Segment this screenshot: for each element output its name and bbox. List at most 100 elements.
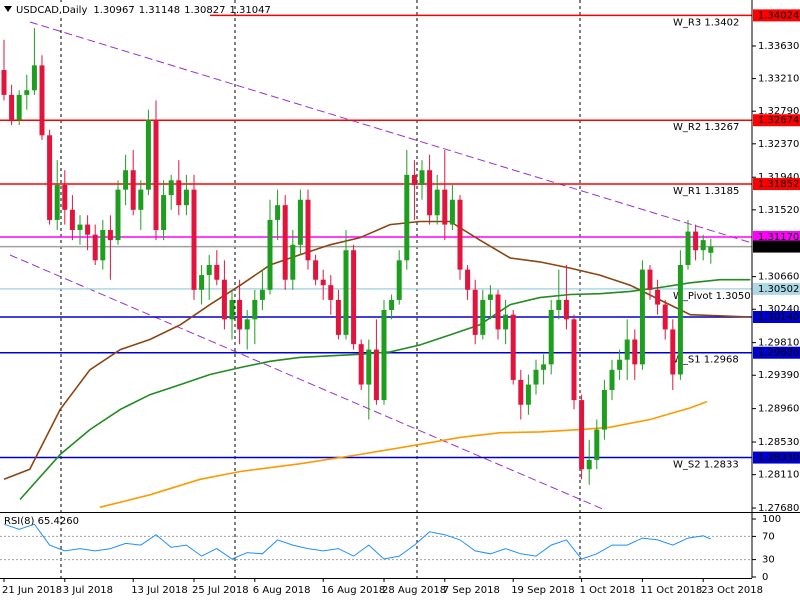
candle-body bbox=[404, 174, 410, 261]
x-tick-label: 19 Sep 2018 bbox=[511, 585, 574, 596]
candle-body bbox=[77, 224, 83, 231]
candle-body bbox=[571, 319, 577, 401]
header-close: 1.31047 bbox=[229, 5, 270, 16]
y-tick-label: 1.28960 bbox=[758, 404, 799, 415]
candle-body bbox=[351, 250, 357, 345]
candle-body bbox=[647, 269, 653, 290]
candle-body bbox=[168, 180, 174, 196]
price-box-label: 1.30140 bbox=[758, 312, 799, 323]
candle-body bbox=[153, 119, 159, 231]
y-tick-label: 1.32370 bbox=[758, 139, 799, 150]
candle-body bbox=[145, 119, 151, 190]
candle-body bbox=[305, 199, 311, 261]
candle-body bbox=[693, 231, 699, 251]
price-box bbox=[753, 240, 800, 253]
rsi-line bbox=[3, 523, 711, 560]
candle-body bbox=[632, 339, 638, 365]
price-box-label: 1.31047 bbox=[758, 242, 799, 253]
candle-body bbox=[434, 189, 440, 216]
price-box bbox=[753, 114, 800, 127]
candle-body bbox=[373, 349, 379, 401]
header-open: 1.30967 bbox=[93, 5, 134, 16]
y-tick-label: 1.27680 bbox=[758, 503, 799, 514]
level-note: W_R2 1.3267 bbox=[673, 122, 739, 133]
x-tick-label: 16 Aug 2018 bbox=[321, 585, 385, 596]
candle-body bbox=[1, 70, 7, 95]
candle-body bbox=[92, 234, 98, 261]
y-tick-label: 1.29390 bbox=[758, 370, 799, 381]
candle-body bbox=[9, 94, 15, 120]
y-tick-label: 1.31940 bbox=[758, 172, 799, 183]
candle-body bbox=[609, 369, 615, 390]
candle-body bbox=[366, 349, 372, 385]
level-note: W_Pivot 1.3050 bbox=[673, 291, 751, 302]
price-box-label: 1.29680 bbox=[758, 348, 799, 359]
y-tick-label: 1.28110 bbox=[758, 470, 799, 481]
candle-body bbox=[313, 260, 319, 280]
candle-body bbox=[541, 364, 547, 370]
candle-body bbox=[579, 400, 585, 470]
y-tick-label: 1.31520 bbox=[758, 205, 799, 216]
candle-body bbox=[85, 224, 91, 235]
candle-body bbox=[47, 135, 53, 220]
moving-average bbox=[19, 278, 751, 501]
level-note: W_S1 1.2968 bbox=[673, 355, 739, 366]
candle-body bbox=[563, 299, 569, 320]
candle-body bbox=[130, 170, 136, 210]
x-tick-label: 25 Jul 2018 bbox=[192, 585, 249, 596]
candle-body bbox=[39, 65, 45, 136]
candle-body bbox=[457, 199, 463, 270]
moving-average bbox=[99, 400, 708, 509]
candle-body bbox=[24, 90, 30, 95]
y-tick-label: 1.28530 bbox=[758, 437, 799, 448]
candle-body bbox=[244, 319, 250, 330]
x-tick-label: 21 Jun 2018 bbox=[2, 585, 62, 596]
candle-body bbox=[123, 170, 129, 190]
candle-body bbox=[503, 314, 509, 330]
x-tick-label: 11 Oct 2018 bbox=[640, 585, 702, 596]
candle-body bbox=[465, 269, 471, 290]
x-tick-label: 28 Aug 2018 bbox=[382, 585, 446, 596]
candle-body bbox=[69, 209, 75, 231]
x-tick-label: 13 Jul 2018 bbox=[131, 585, 188, 596]
candle-body bbox=[487, 294, 493, 300]
price-box bbox=[753, 451, 800, 464]
candle-body bbox=[282, 205, 288, 280]
price-box-label: 1.28330 bbox=[758, 453, 799, 464]
x-tick-label: 3 Jul 2018 bbox=[63, 585, 113, 596]
rsi-panel: 100 70 30 0 bbox=[0, 514, 781, 583]
menu-icon[interactable] bbox=[4, 6, 12, 12]
candle-body bbox=[138, 189, 144, 210]
y-tick-label: 1.33630 bbox=[758, 41, 799, 52]
price-box bbox=[753, 178, 800, 191]
candle-body bbox=[199, 275, 205, 290]
candle-body bbox=[480, 299, 486, 335]
candle-body bbox=[221, 279, 227, 320]
candle-body bbox=[449, 199, 455, 225]
y-tick-label: 1.30660 bbox=[758, 272, 799, 283]
candle-body bbox=[16, 94, 22, 120]
candle-body bbox=[708, 246, 714, 253]
candle-body bbox=[419, 170, 425, 185]
price-box-label: 1.31170 bbox=[758, 232, 799, 243]
candle-body bbox=[396, 260, 402, 300]
candle-body bbox=[655, 289, 661, 305]
price-box-label: 1.32674 bbox=[758, 115, 799, 126]
candle-body bbox=[427, 170, 433, 216]
candle-body bbox=[442, 189, 448, 225]
trend-line bbox=[29, 21, 753, 244]
header-bg bbox=[0, 2, 210, 18]
candle-body bbox=[358, 344, 364, 385]
candle-body bbox=[548, 310, 554, 365]
candle-body bbox=[495, 294, 501, 330]
price-box bbox=[753, 346, 800, 359]
candle-body bbox=[510, 314, 516, 380]
price-box-label: 1.31852 bbox=[758, 179, 799, 190]
candle-body bbox=[115, 189, 121, 241]
x-tick-label: 6 Aug 2018 bbox=[253, 585, 311, 596]
candle-body bbox=[252, 299, 258, 320]
candle-body bbox=[320, 279, 326, 286]
